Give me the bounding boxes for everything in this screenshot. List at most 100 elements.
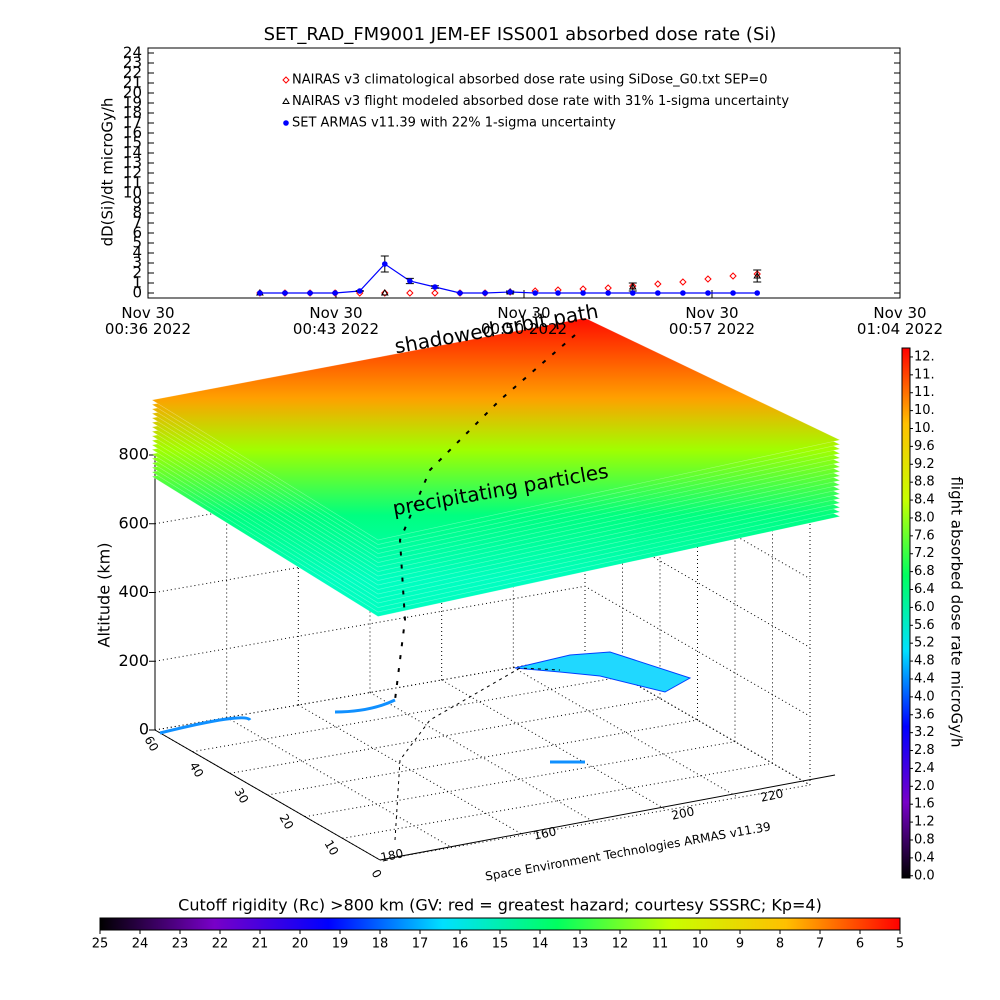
- series-line: [259, 263, 758, 294]
- colorbar-tick-label: 1.6: [914, 797, 935, 812]
- y-tick-label: 22: [123, 64, 142, 82]
- colorbar-tick-label: 6.8: [914, 564, 935, 579]
- z-grid-line: [154, 585, 811, 717]
- lat-tick-label: 40: [187, 760, 207, 780]
- point: [457, 290, 463, 296]
- colorbar-label: flight absorbed dose rate microGy/h: [948, 476, 966, 747]
- colorbar-tick-label: 9.6: [914, 439, 935, 454]
- colorbar-tick-label: 9.2: [914, 457, 935, 472]
- point: [605, 290, 611, 296]
- orbit-path: [394, 667, 561, 841]
- lon-tick-label: 220: [759, 786, 784, 804]
- colorbar-tick-label: 18: [372, 937, 389, 952]
- z-tick-label: 0: [139, 720, 149, 739]
- point: [431, 289, 439, 297]
- colorbar-tick-label: 16: [452, 937, 469, 952]
- colorbar-tick-label: 8.4: [914, 493, 935, 508]
- floor-grid: [379, 784, 811, 861]
- z-tick-label: 800: [118, 445, 149, 464]
- y-tick-label: 0: [132, 284, 142, 302]
- colorbar-tick-label: 20: [292, 937, 309, 952]
- colorbar: [901, 347, 911, 879]
- colorbar-tick-label: 5: [896, 937, 904, 952]
- lat-tick-label: 0: [368, 867, 384, 881]
- colorbar-tick-label: 14: [532, 937, 549, 952]
- point: [754, 290, 761, 296]
- colorbar-tick-label: 22: [212, 937, 229, 952]
- y-axis-label: dD(Si)/dt microGy/h: [99, 98, 117, 247]
- point: [705, 290, 711, 296]
- point: [381, 289, 389, 297]
- legend-label: NAIRAS v3 flight modeled absorbed dose r…: [292, 94, 789, 109]
- colorbar-tick-label: 10.: [914, 421, 935, 436]
- point: [381, 261, 388, 267]
- point: [332, 290, 338, 296]
- orbit-path: [394, 334, 576, 701]
- colorbar-tick-label: 6: [856, 937, 864, 952]
- lat-tick-label: 60: [142, 734, 162, 754]
- y-tick-label: 10: [123, 184, 142, 202]
- point: [532, 290, 538, 296]
- floor-grid: [441, 679, 667, 811]
- z-tick-label: 600: [118, 513, 149, 532]
- floor-grid: [369, 692, 596, 823]
- y-tick-label: 18: [123, 104, 142, 122]
- colorbar-tick-label: 10.: [914, 403, 935, 418]
- y-tick-label: 3: [132, 254, 142, 272]
- floor-grid: [229, 697, 661, 774]
- x-tick-label: Nov 30 00:50 2022: [480, 304, 568, 338]
- colorbar-tick-label: 12: [612, 937, 629, 952]
- colorbar-tick-label: 0.0: [914, 868, 935, 883]
- floor-grid: [342, 762, 773, 839]
- floor-grid: [513, 667, 739, 798]
- colorbar-tick-label: 6.4: [914, 582, 935, 597]
- y-tick-label: 16: [123, 124, 142, 142]
- axis-line: [379, 774, 836, 861]
- point: [753, 272, 762, 279]
- particle-layer: [151, 317, 841, 541]
- colorbar-tick-label: 0.4: [914, 850, 935, 865]
- point: [356, 288, 363, 294]
- floor-grid: [584, 654, 811, 786]
- colorbar-tick-label: 6.0: [914, 600, 935, 615]
- y-tick-label: 12: [123, 164, 142, 182]
- y-tick-label: 17: [123, 114, 142, 132]
- floor-trace: [159, 698, 585, 764]
- colorbar-tick-label: 4.0: [914, 689, 935, 704]
- y-tick-label: 11: [123, 174, 142, 192]
- y-tick-label: 24: [123, 44, 142, 62]
- floor-grid: [267, 719, 698, 796]
- y-tick-label: 21: [123, 74, 142, 92]
- y-tick-label: 2: [132, 264, 142, 282]
- floor-grid: [304, 741, 736, 818]
- point: [580, 290, 586, 296]
- y-tick-label: 7: [132, 214, 142, 232]
- colorbar-tick-label: 9: [736, 937, 744, 952]
- colorbar-tick-label: 2.4: [914, 761, 935, 776]
- x-tick-label: Nov 30 00:36 2022: [104, 304, 192, 338]
- axis-line: [154, 729, 381, 861]
- y-tick-label: 4: [132, 244, 142, 262]
- colorbar-tick-label: 11.: [914, 385, 935, 400]
- colorbar-tick-label: 3.6: [914, 707, 935, 722]
- y-tick-label: 8: [132, 204, 142, 222]
- colorbar-tick-label: 5.2: [914, 636, 935, 651]
- x-tick-label: Nov 30 00:43 2022: [292, 304, 380, 338]
- z-tick-label: 400: [118, 582, 149, 601]
- colorbar-tick-label: 11: [652, 937, 669, 952]
- point: [655, 290, 661, 296]
- legend-marker: [283, 120, 289, 126]
- legend-marker: [282, 76, 290, 84]
- point: [555, 290, 561, 296]
- colorbar-tick-label: 3.2: [914, 725, 935, 740]
- point: [482, 290, 488, 296]
- floor-grid: [298, 704, 524, 836]
- colorbar-tick-label: 24: [132, 937, 149, 952]
- z-tick-label: 200: [118, 651, 149, 670]
- point: [628, 283, 637, 290]
- legend-marker: [282, 97, 290, 104]
- y-tick-label: 20: [123, 84, 142, 102]
- colorbar-tick-label: 13: [572, 937, 589, 952]
- colorbar-tick-label: 8: [776, 937, 784, 952]
